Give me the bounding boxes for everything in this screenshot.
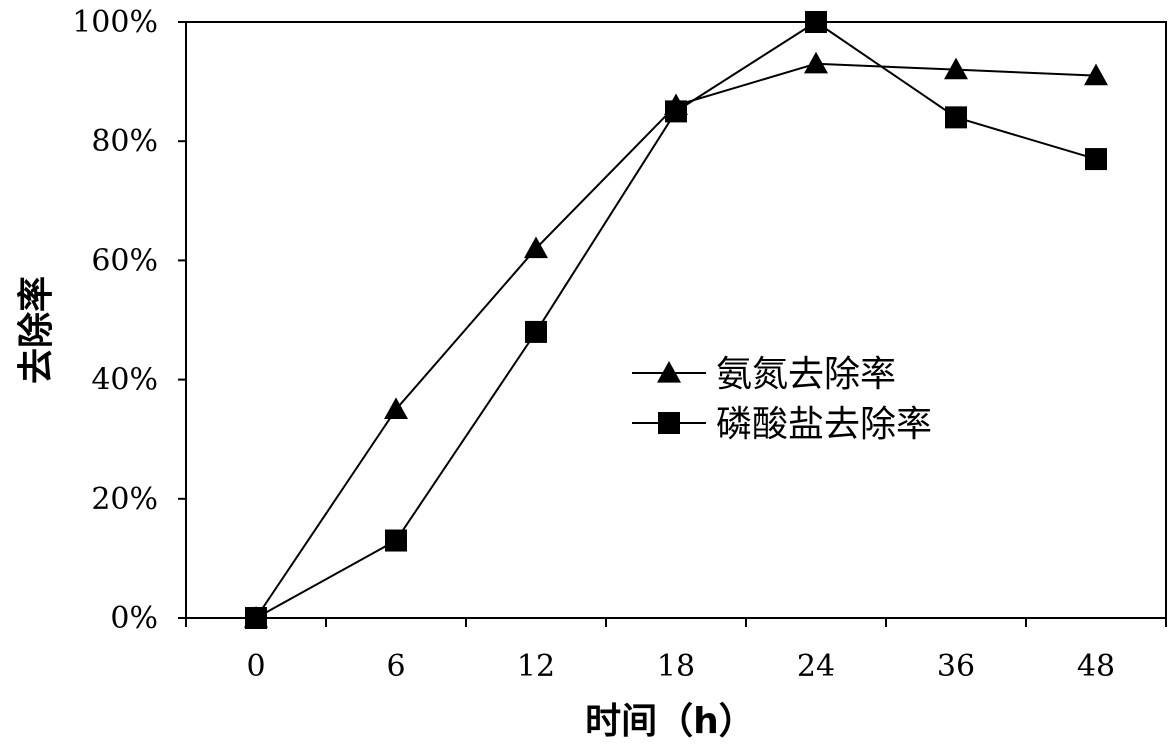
axes xyxy=(178,21,1167,627)
square-marker xyxy=(1085,148,1107,171)
x-tick-label: 6 xyxy=(386,649,405,684)
square-marker xyxy=(805,11,827,33)
x-tick-label: 48 xyxy=(1077,649,1115,684)
y-tick-label: 80% xyxy=(91,124,158,159)
triangle-marker xyxy=(524,236,548,259)
triangle-marker xyxy=(1084,63,1108,86)
square-marker xyxy=(245,607,267,629)
square-marker xyxy=(525,320,547,343)
y-tick-label: 20% xyxy=(91,482,158,517)
x-axis-title: 时间（h） xyxy=(585,701,755,742)
x-tick-label: 12 xyxy=(517,649,555,684)
legend-item: 氨氮去除率 xyxy=(632,354,896,395)
y-tick-label: 100% xyxy=(72,5,158,40)
series-group xyxy=(244,11,1108,629)
triangle-marker xyxy=(944,57,968,80)
y-axis-title: 去除率 xyxy=(16,276,57,384)
plot-area-frame xyxy=(185,21,1167,619)
legend-item: 磷酸盐去除率 xyxy=(632,404,932,445)
x-tick-label: 0 xyxy=(246,649,265,684)
series-1 xyxy=(244,51,1108,628)
x-tick-label: 18 xyxy=(657,649,695,684)
square-marker xyxy=(385,529,407,552)
triangle-marker xyxy=(384,397,408,419)
x-tick-label: 36 xyxy=(937,649,975,684)
triangle-marker xyxy=(657,361,681,383)
square-marker xyxy=(945,106,967,129)
y-tick-label: 0% xyxy=(110,601,158,636)
y-tick-label: 60% xyxy=(91,243,158,278)
legend-label: 氨氮去除率 xyxy=(716,354,896,395)
x-tick-labels: 0 6 12 18 24 36 48 xyxy=(246,649,1115,684)
triangle-marker xyxy=(804,51,828,74)
series-line xyxy=(255,62,1097,619)
series-2 xyxy=(245,11,1107,629)
y-tick-labels: 0% 20% 40% 60% 80% 100% xyxy=(72,5,158,636)
square-marker xyxy=(665,100,687,123)
legend-label: 磷酸盐去除率 xyxy=(716,404,932,445)
square-marker xyxy=(658,412,680,434)
y-tick-label: 40% xyxy=(91,363,158,398)
x-tick-label: 24 xyxy=(797,649,835,684)
